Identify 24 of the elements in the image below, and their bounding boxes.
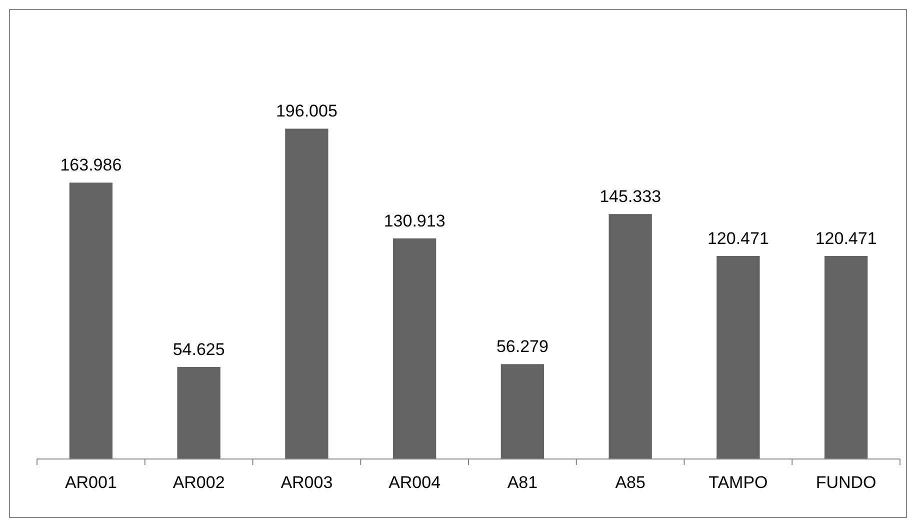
x-tick-label: A85 — [615, 473, 646, 492]
data-label: 130.913 — [384, 211, 446, 230]
bar — [285, 128, 328, 459]
bar — [69, 182, 113, 459]
x-tick-label: AR002 — [172, 473, 225, 492]
data-label: 120.471 — [815, 228, 877, 248]
x-tick-label: AR004 — [388, 473, 441, 492]
x-tick-label: AR001 — [64, 473, 117, 492]
x-tick-label: TAMPO — [708, 473, 768, 492]
bar — [608, 214, 652, 459]
bar — [716, 256, 760, 459]
data-label: 120.471 — [707, 228, 769, 248]
data-label: 56.279 — [496, 337, 548, 356]
data-label: 145.333 — [600, 187, 662, 206]
bar — [824, 256, 868, 459]
bar — [177, 366, 220, 459]
x-tick-label: FUNDO — [816, 473, 876, 492]
data-label: 196.005 — [276, 102, 338, 121]
x-tick-label: A81 — [507, 473, 538, 492]
x-tick-label: AR003 — [280, 473, 333, 492]
data-label: 163.986 — [60, 156, 122, 175]
bar — [500, 364, 544, 459]
data-label: 54.625 — [172, 340, 225, 359]
bar — [392, 238, 436, 459]
